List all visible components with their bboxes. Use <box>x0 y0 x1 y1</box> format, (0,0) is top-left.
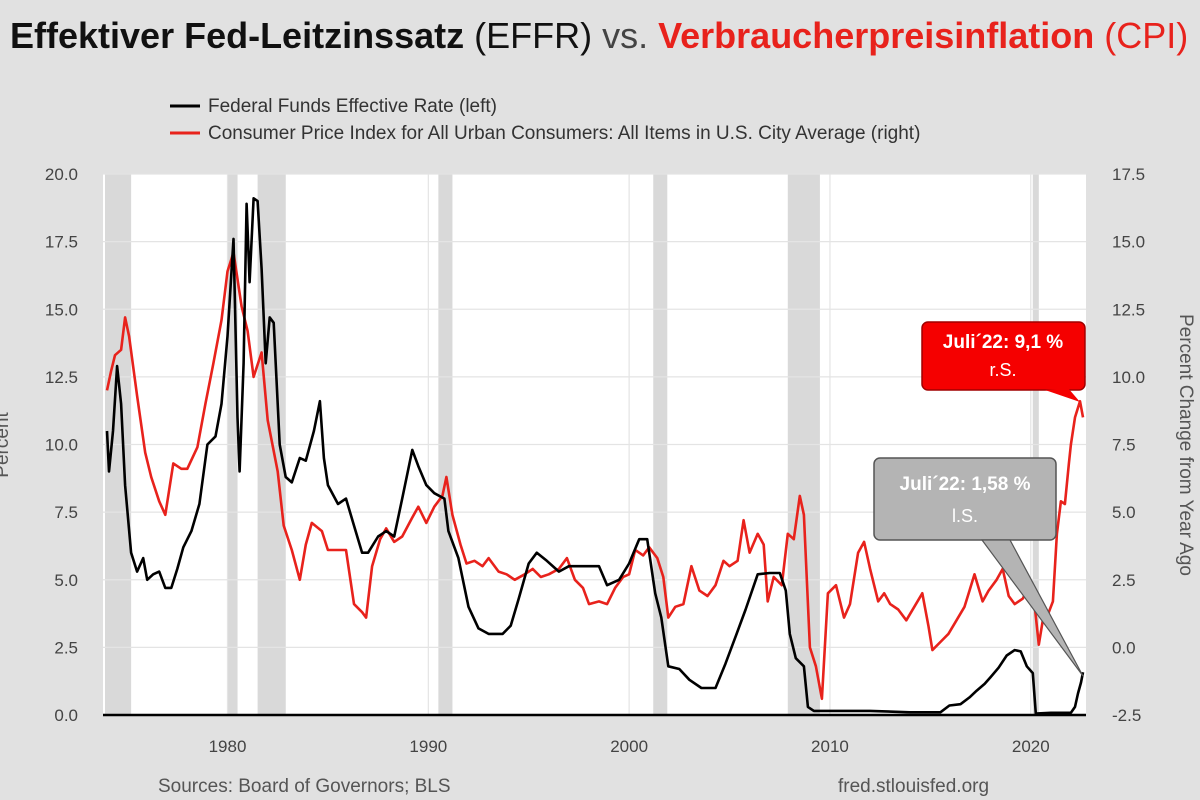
callout-cpi-box <box>921 321 1086 391</box>
y-tick-right-4: 7.5 <box>1112 436 1136 455</box>
y-tick-right-6: 12.5 <box>1112 300 1145 319</box>
y-tick-right-5: 10.0 <box>1112 368 1145 387</box>
y-ticks-left: 0.0 2.5 5.0 7.5 10.0 12.5 15.0 17.5 20.0 <box>45 165 78 725</box>
y-tick-left-4: 10.0 <box>45 436 78 455</box>
y-tick-left-6: 15.0 <box>45 300 78 319</box>
y-tick-left-0: 0.0 <box>54 706 78 725</box>
callout-effr-box <box>873 457 1057 541</box>
callout-effr-pointer <box>980 539 1084 677</box>
y-tick-right-8: 17.5 <box>1112 165 1145 184</box>
x-tick-0: 1980 <box>209 737 247 756</box>
fred-url: fred.stlouisfed.org <box>838 776 989 797</box>
x-ticks: 1980 1990 2000 2010 2020 <box>209 737 1050 756</box>
title-vs: vs. <box>592 15 658 56</box>
legend-label-effr: Federal Funds Effective Rate (left) <box>208 96 497 117</box>
y-tick-left-3: 7.5 <box>54 503 78 522</box>
callout-effr-value: Juli´22: 1,58 % <box>900 474 1031 495</box>
legend-label-cpi: Consumer Price Index for All Urban Consu… <box>208 123 920 144</box>
chart-title: Effektiver Fed-Leitzinssatz (EFFR) vs. V… <box>10 15 1188 56</box>
callout-cpi-side: r.S. <box>989 360 1016 380</box>
x-tick-3: 2010 <box>811 737 849 756</box>
y-tick-right-0: -2.5 <box>1112 706 1141 725</box>
callout-cpi-value: Juli´22: 9,1 % <box>943 332 1063 353</box>
legend: Federal Funds Effective Rate (left) Cons… <box>170 96 920 144</box>
callout-effr-side: l.S. <box>952 506 978 526</box>
y-tick-left-1: 2.5 <box>54 638 78 657</box>
y-tick-left-5: 12.5 <box>45 368 78 387</box>
callout-cpi-pointer <box>1045 388 1080 402</box>
y-tick-left-7: 17.5 <box>45 233 78 252</box>
title-effr-abbrev: (EFFR) <box>464 15 592 56</box>
y-tick-right-7: 15.0 <box>1112 233 1145 252</box>
y-tick-right-3: 5.0 <box>1112 503 1136 522</box>
y-axis-label-right: Percent Change from Year Ago <box>1175 314 1196 576</box>
y-tick-right-2: 2.5 <box>1112 571 1136 590</box>
y-tick-left-8: 20.0 <box>45 165 78 184</box>
title-effr-bold: Effektiver Fed-Leitzinssatz <box>10 15 464 56</box>
series-line-cpi <box>105 251 1085 701</box>
title-cpi-bold: Verbraucherpreisinflation <box>658 15 1094 56</box>
y-tick-right-1: 0.0 <box>1112 638 1136 657</box>
y-axis-label-left: Percent <box>0 412 13 478</box>
sources-text: Sources: Board of Governors; BLS <box>158 776 451 797</box>
x-tick-2: 2000 <box>610 737 648 756</box>
y-ticks-right: -2.5 0.0 2.5 5.0 7.5 10.0 12.5 15.0 17.5 <box>1112 165 1145 725</box>
series-line-effr <box>105 197 1085 715</box>
callout-cpi: Juli´22: 9,1 % r.S. <box>921 321 1086 402</box>
x-tick-1: 1990 <box>409 737 447 756</box>
title-cpi-abbrev: (CPI) <box>1094 15 1188 56</box>
x-tick-4: 2020 <box>1012 737 1050 756</box>
callout-effr: Juli´22: 1,58 % l.S. <box>873 457 1084 677</box>
y-tick-left-2: 5.0 <box>54 571 78 590</box>
